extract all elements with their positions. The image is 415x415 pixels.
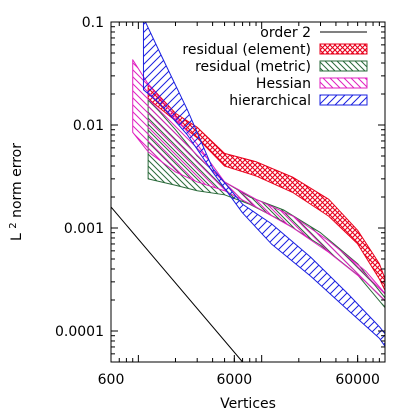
x-axis-label: Vertices [220, 396, 276, 412]
legend: order 2 residual (element) residual (met… [182, 25, 368, 109]
y-axis-label: L 2 norm error [8, 143, 26, 241]
legend-entry-hessian: Hessian [256, 76, 368, 92]
y-axis-ticks: 0.1 0.01 0.001 0.0001 [55, 15, 385, 363]
legend-label-hessian: Hessian [256, 76, 311, 92]
legend-entry-residual-metric: residual (metric) [195, 59, 368, 75]
x-tick-label: 60000 [335, 372, 380, 388]
x-tick-label: 6000 [217, 372, 253, 388]
y-tick-label: 0.1 [82, 15, 104, 31]
legend-label-residual-metric: residual (metric) [195, 59, 311, 75]
legend-swatch-hessian [319, 77, 368, 89]
x-tick-label: 600 [98, 372, 125, 388]
legend-entry-residual-element: residual (element) [182, 42, 368, 58]
order-2-line [111, 206, 243, 362]
x-axis-ticks: 600 6000 60000 [98, 22, 386, 388]
y-axis-label-base: L [9, 233, 25, 241]
legend-swatch-residual-metric [319, 60, 368, 72]
order-2-reference-line [111, 206, 243, 362]
band-residual-element [147, 83, 385, 292]
legend-swatch-residual-element [319, 43, 368, 55]
legend-entry-order-2: order 2 [260, 25, 367, 41]
band-hierarchical [142, 22, 385, 348]
y-tick-label: 0.01 [73, 118, 104, 134]
y-axis-label-rest: norm error [9, 143, 25, 218]
series-bands [132, 22, 385, 348]
legend-swatch-hierarchical [319, 94, 368, 106]
legend-label-order-2: order 2 [260, 25, 311, 41]
y-tick-label: 0.001 [64, 221, 104, 237]
legend-entry-hierarchical: hierarchical [229, 93, 368, 109]
y-tick-label: 0.0001 [55, 324, 104, 340]
y-axis-label-superscript: 2 [8, 222, 19, 228]
legend-label-residual-element: residual (element) [182, 42, 311, 58]
plot-frame [110, 21, 386, 363]
legend-label-hierarchical: hierarchical [229, 93, 311, 109]
